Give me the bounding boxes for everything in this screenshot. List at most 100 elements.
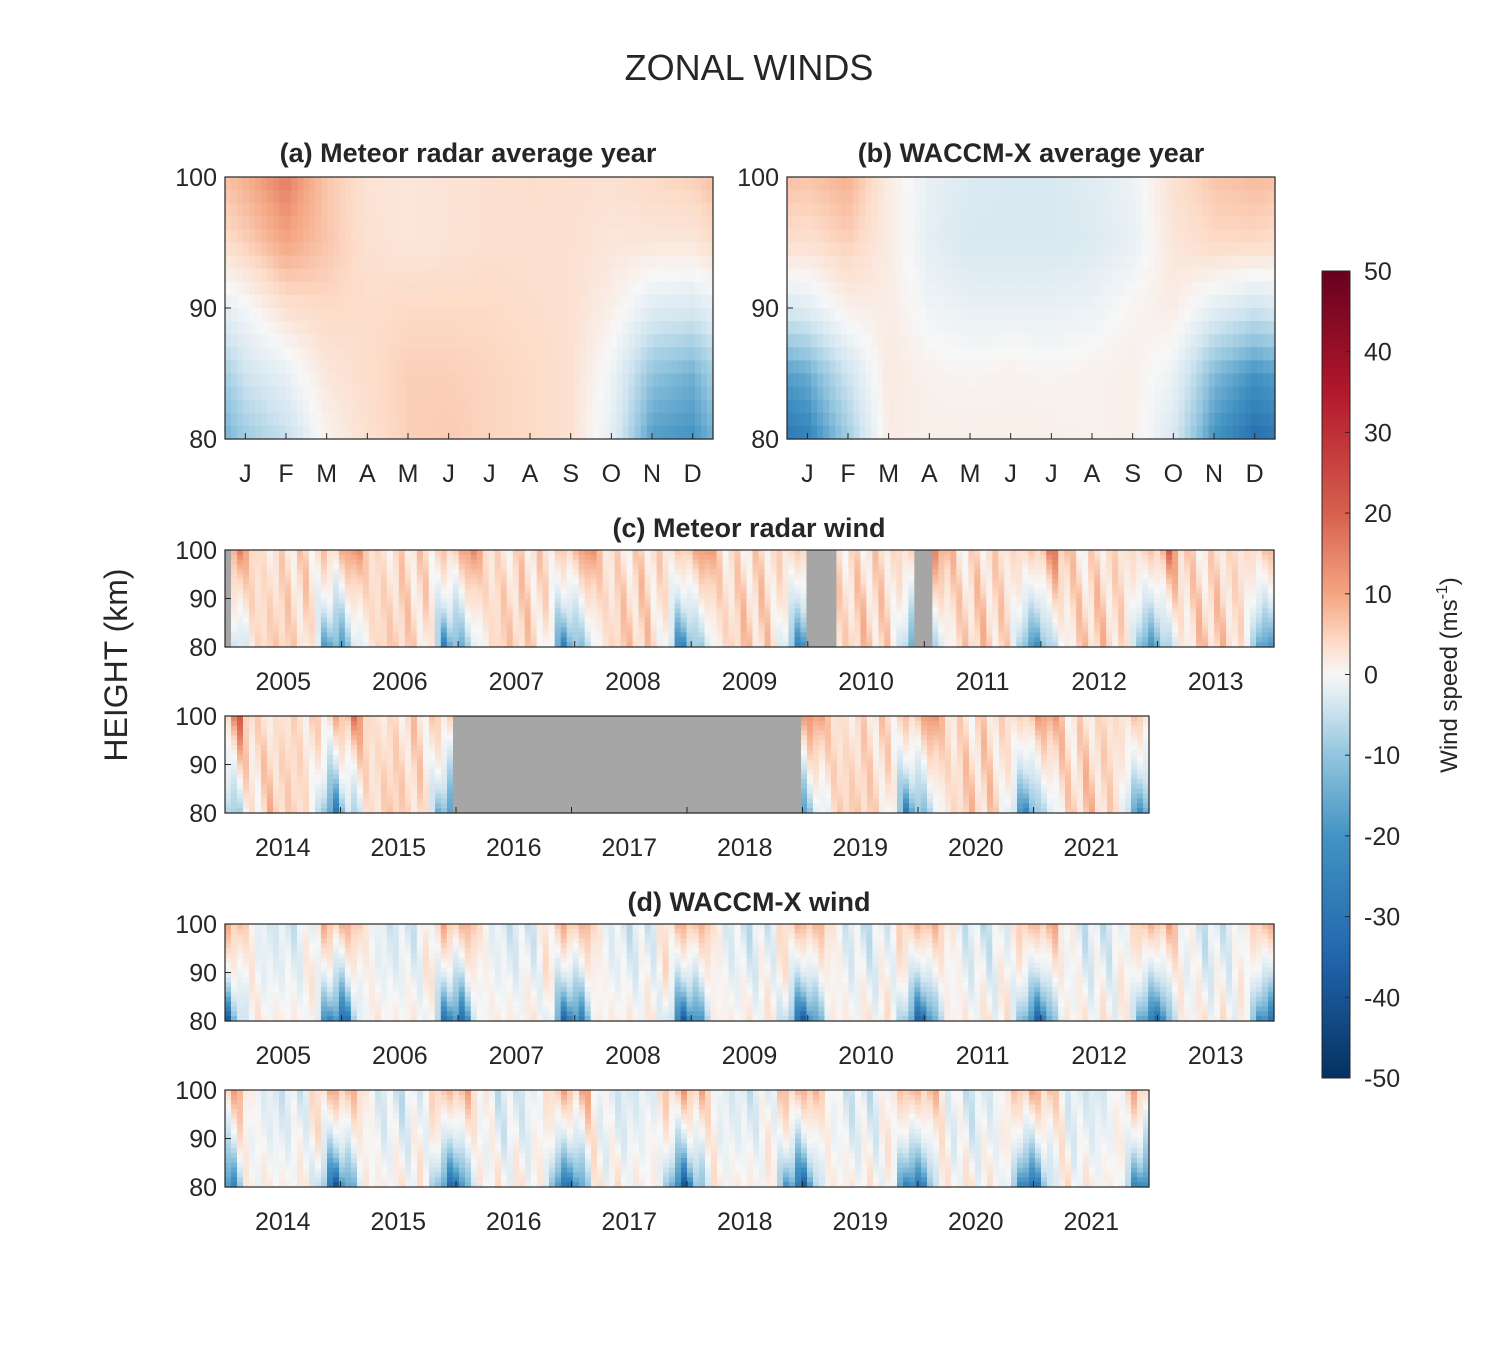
panel-c-row-1-cell bbox=[1118, 554, 1125, 561]
panel-b-cell bbox=[1082, 386, 1089, 401]
panel-b-cell bbox=[1256, 347, 1264, 361]
panel-a-cell bbox=[664, 177, 672, 191]
panel-a-cell bbox=[610, 190, 618, 204]
panel-c-row-1-cell bbox=[1022, 554, 1029, 561]
panel-a-cell bbox=[622, 177, 630, 191]
panel-b-cell bbox=[1052, 412, 1059, 427]
panel-a-cell bbox=[405, 334, 413, 348]
panel-c-row-1-cell bbox=[1112, 574, 1119, 580]
panel-a-cell bbox=[441, 216, 449, 230]
panel-b-cell bbox=[859, 203, 866, 217]
panel-c-row-1-cell bbox=[836, 593, 844, 600]
panel-c-row-1-cell bbox=[1022, 588, 1029, 595]
panel-b-cell bbox=[1046, 412, 1053, 427]
panel-a-cell bbox=[315, 360, 322, 375]
panel-a-cell bbox=[694, 321, 702, 335]
panel-a-cell bbox=[249, 268, 256, 283]
panel-b-cell bbox=[805, 386, 812, 401]
panel-b-cell bbox=[1268, 360, 1276, 375]
panel-c-row-1-cell bbox=[296, 583, 304, 590]
panel-a-cell bbox=[640, 412, 648, 427]
panel-b-cell bbox=[877, 360, 884, 375]
panel-c-row-1-cell bbox=[776, 583, 784, 590]
panel-a-cell bbox=[640, 399, 648, 414]
panel-a-cell bbox=[309, 425, 316, 440]
panel-c-row-1-cell bbox=[698, 579, 706, 585]
panel-a-cell bbox=[333, 216, 341, 230]
panel-c-row-1-cell bbox=[1130, 583, 1137, 590]
panel-a-cell bbox=[357, 229, 365, 244]
panel-c-row-1-cell bbox=[770, 554, 778, 561]
panel-c-row-1-cell bbox=[854, 583, 861, 590]
panel-a-cell bbox=[465, 412, 473, 427]
panel-a-cell bbox=[393, 177, 401, 191]
panel-a-cell bbox=[508, 412, 515, 427]
panel-a-cell bbox=[291, 334, 298, 348]
panel-b-cell bbox=[787, 399, 794, 414]
panel-a-cell bbox=[255, 425, 262, 440]
panel-c-row-1-cell bbox=[854, 559, 861, 566]
panel-a-cell bbox=[634, 177, 642, 191]
panel-b-cell bbox=[1064, 308, 1071, 322]
panel-a-cell bbox=[393, 229, 401, 244]
panel-a-cell bbox=[225, 203, 232, 217]
panel-a-cell bbox=[249, 399, 256, 414]
panel-c-row-1-cell bbox=[380, 579, 388, 585]
panel-c-row-1-cell bbox=[1124, 569, 1131, 575]
panel-c-row-1-cell bbox=[398, 550, 406, 556]
panel-c-row-1-cell bbox=[866, 550, 873, 556]
panel-c-row-1-cell bbox=[986, 574, 993, 580]
panel-c-row-1-cell bbox=[1178, 579, 1185, 585]
panel-b-cell bbox=[931, 334, 939, 348]
panel-a-cell bbox=[646, 294, 654, 309]
panel-a-cell bbox=[628, 216, 636, 230]
panel-b-cell bbox=[1076, 216, 1083, 230]
panel-a-cell bbox=[345, 308, 353, 322]
panel-b-cell bbox=[1058, 347, 1065, 361]
panel-b-cell bbox=[1148, 399, 1156, 414]
panel-a-cell bbox=[387, 281, 395, 296]
panel-b-cell bbox=[1268, 255, 1276, 270]
panel-a-cell bbox=[375, 308, 383, 322]
panel-c-row-1-cell bbox=[254, 583, 262, 590]
panel-a-cell bbox=[429, 425, 437, 440]
panel-a-cell bbox=[285, 425, 292, 440]
panel-c-row-1-cell bbox=[686, 569, 694, 575]
panel-b-cell bbox=[889, 308, 897, 322]
panel-a-cell bbox=[472, 308, 479, 322]
panel-b-cell bbox=[967, 268, 975, 283]
panel-b-cell bbox=[889, 268, 897, 283]
panel-a-cell bbox=[478, 177, 485, 191]
panel-b-cell bbox=[1154, 321, 1162, 335]
panel-b-cell bbox=[943, 386, 951, 401]
panel-a-cell bbox=[411, 216, 419, 230]
panel-a-cell bbox=[327, 216, 335, 230]
panel-a-cell bbox=[616, 308, 624, 322]
panel-c-row-1-cell bbox=[968, 554, 975, 561]
panel-c-row-1-cell bbox=[908, 588, 915, 595]
panel-b-cell bbox=[823, 360, 830, 375]
panel-c-row-1-cell bbox=[380, 588, 388, 595]
panel-c-row-1-cell bbox=[998, 559, 1005, 566]
panel-c-row-1-cell bbox=[518, 550, 526, 556]
panel-b-cell bbox=[1190, 255, 1198, 270]
panel-a-cell bbox=[387, 177, 395, 191]
panel-a-cell bbox=[321, 294, 329, 309]
panel-b-cell bbox=[1076, 334, 1083, 348]
panel-a-cell bbox=[327, 281, 335, 296]
panel-b-cell bbox=[943, 268, 951, 283]
panel-a-cell bbox=[520, 386, 527, 401]
panel-c-row-1-cell bbox=[1112, 588, 1119, 595]
panel-b-cell bbox=[907, 294, 915, 309]
panel-a-cell bbox=[261, 412, 268, 427]
panel-c-row-1-cell bbox=[614, 559, 622, 566]
panel-c-row-1-cell bbox=[398, 554, 406, 561]
panel-a-cell bbox=[580, 177, 588, 191]
panel-b-cell bbox=[847, 399, 854, 414]
panel-c-row-1-cell bbox=[830, 579, 838, 585]
panel-b-cell bbox=[1094, 203, 1101, 217]
panel-a-cell bbox=[652, 347, 660, 361]
panel-b-cell bbox=[1100, 347, 1107, 361]
panel-c-row-1-cell bbox=[1166, 564, 1173, 570]
panel-a-cell bbox=[478, 321, 485, 335]
